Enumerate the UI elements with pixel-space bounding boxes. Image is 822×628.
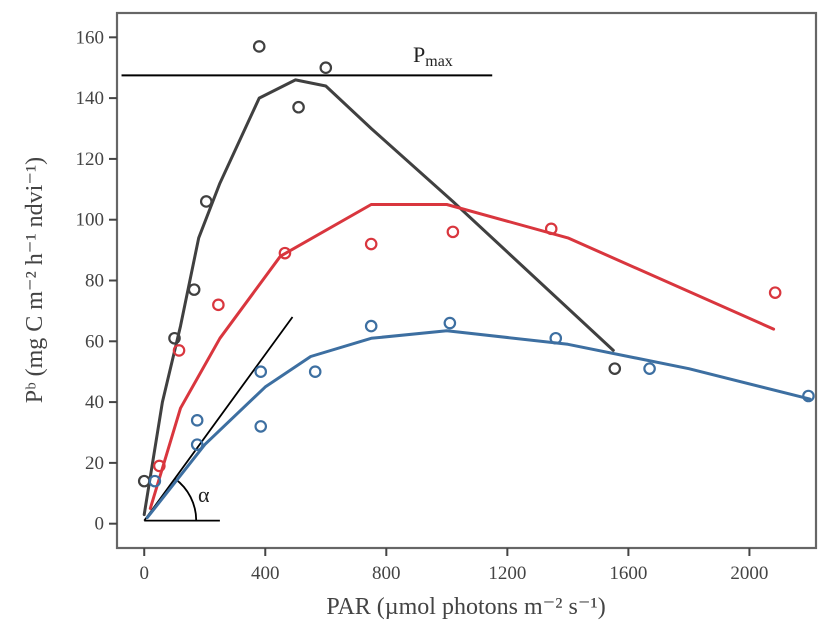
x-tick-label: 800 [372, 563, 401, 584]
alpha-angle-arc [174, 477, 198, 521]
data-point-series-1 [292, 100, 305, 114]
data-point-series-2 [278, 246, 292, 260]
x-tick-label: 1200 [488, 563, 526, 584]
data-point-series-3 [802, 389, 815, 403]
data-point-series-3 [308, 365, 322, 378]
y-axis-ticks: 0 20 40 60 80 100 120 140 160 [76, 27, 117, 535]
y-tick-label: 80 [85, 271, 104, 292]
data-point-series-3 [549, 331, 563, 345]
plot-panel-border [115, 11, 818, 550]
y-tick-label: 100 [76, 210, 105, 231]
x-tick-label: 2000 [730, 563, 768, 584]
data-point-series-3 [364, 319, 378, 333]
y-tick-label: 160 [76, 27, 105, 48]
x-tick-label: 400 [251, 563, 280, 584]
y-tick-label: 140 [76, 88, 105, 109]
data-point-series-1 [199, 195, 213, 208]
data-point-series-2 [212, 298, 225, 312]
y-tick-label: 120 [76, 149, 105, 170]
data-point-series-3 [443, 316, 457, 330]
data-point-series-3 [190, 438, 204, 451]
data-point-series-1 [319, 61, 333, 75]
data-point-series-1 [168, 331, 181, 345]
x-tick-label: 0 [139, 563, 149, 584]
data-points [137, 40, 815, 488]
annotation-guides [121, 74, 493, 522]
data-point-series-1 [608, 362, 622, 375]
alpha-label: α [198, 482, 210, 507]
data-point-series-2 [768, 286, 782, 299]
pmax-label: Pmax [413, 42, 453, 70]
data-point-series-1 [252, 40, 266, 53]
x-tick-label: 1600 [609, 563, 647, 584]
data-point-series-1 [187, 283, 201, 296]
y-tick-label: 60 [85, 331, 104, 352]
data-point-series-2 [153, 459, 166, 473]
y-tick-label: 20 [85, 453, 104, 474]
data-point-series-3 [643, 362, 656, 375]
data-point-series-2 [544, 222, 558, 236]
alpha-tangent-line [143, 316, 294, 522]
data-point-series-3 [148, 474, 162, 488]
data-point-series-3 [254, 420, 268, 433]
x-axis-title: PAR (µmol photons m⁻² s⁻¹) [326, 594, 605, 620]
x-axis-ticks: 0 400 800 1200 1600 2000 [139, 548, 768, 584]
y-tick-label: 40 [85, 392, 104, 413]
data-point-series-3 [254, 365, 268, 378]
data-point-series-2 [446, 225, 460, 239]
data-point-series-2 [364, 237, 378, 251]
data-point-series-3 [190, 414, 204, 427]
data-point-series-2 [172, 344, 186, 357]
y-tick-label: 0 [95, 514, 105, 535]
y-axis-title: Pᵇ (mg C m⁻² h⁻¹ ndvi⁻¹) [22, 157, 48, 403]
fit-line-series-3 [145, 329, 812, 520]
